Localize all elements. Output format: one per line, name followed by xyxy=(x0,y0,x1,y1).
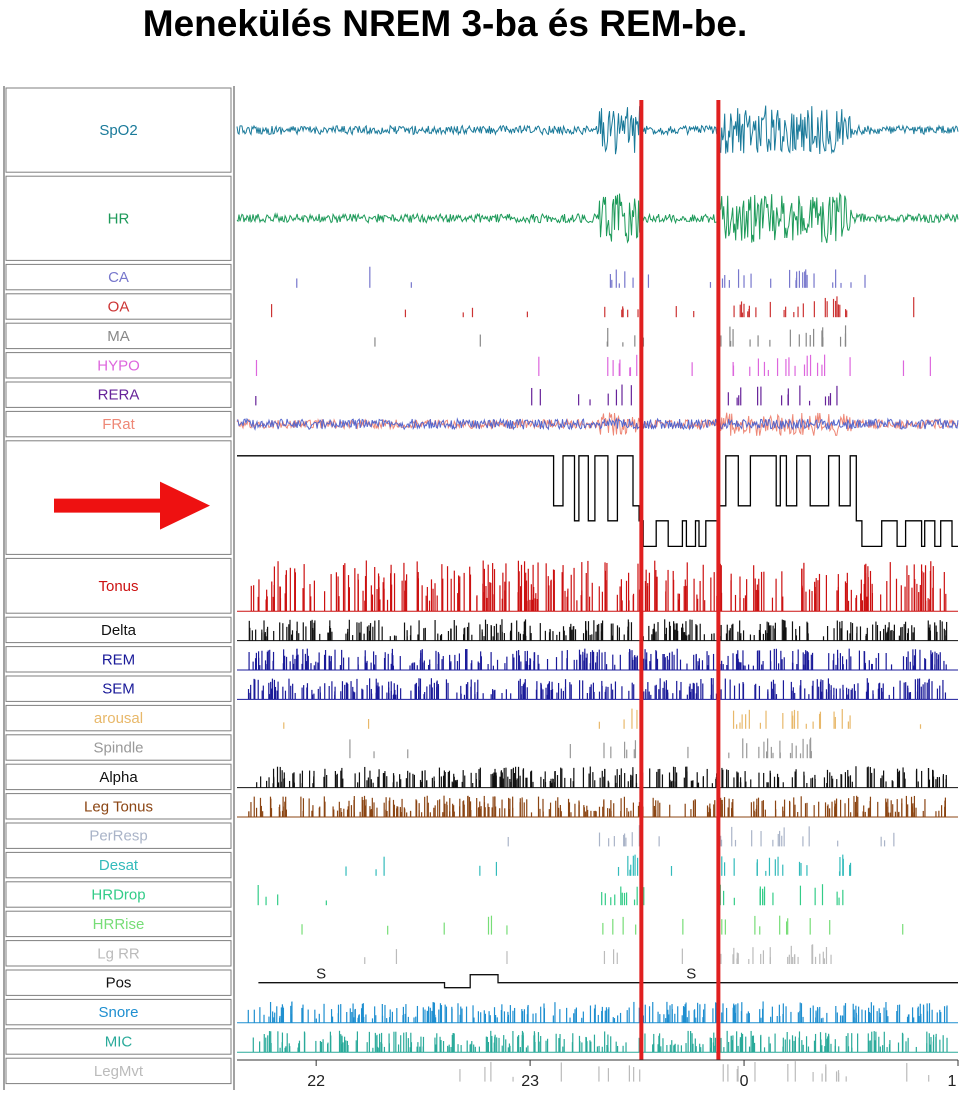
channel-label-lgrr: Lg RR xyxy=(97,945,140,962)
x-tick-label: 23 xyxy=(521,1073,539,1090)
wave-hr xyxy=(236,191,959,244)
x-tick-label: 0 xyxy=(740,1073,749,1090)
channel-label-desat: Desat xyxy=(99,857,139,874)
label-box-hypnogram xyxy=(5,440,232,555)
trace-ma xyxy=(374,325,847,347)
label-box-pos xyxy=(5,969,232,996)
channel-label-spindle: Spindle xyxy=(93,740,143,757)
trace-hr xyxy=(236,191,959,244)
trace-spindle xyxy=(349,736,812,759)
channel-label-pos: Pos xyxy=(106,975,132,992)
position-trace xyxy=(258,974,958,989)
label-box-delta xyxy=(5,616,232,644)
trace-delta xyxy=(237,619,958,642)
channel-label-perresp: PerResp xyxy=(89,828,147,845)
hypnogram-trace xyxy=(237,455,958,548)
channel-label-ma: MA xyxy=(107,328,130,345)
label-box-frat xyxy=(5,410,232,438)
chart-frame xyxy=(3,86,235,1090)
trace-tonus xyxy=(237,560,958,612)
label-box-hrdrop xyxy=(5,881,232,908)
channel-label-tonus: Tonus xyxy=(98,578,138,595)
trace-perresp xyxy=(507,825,895,847)
trace-hypnogram xyxy=(237,455,958,548)
label-box-lgrr xyxy=(5,940,232,967)
channel-label-sem: SEM xyxy=(102,681,135,698)
wave-spo2 xyxy=(236,105,959,155)
channel-label-ca: CA xyxy=(108,269,129,286)
trace-oa xyxy=(270,296,915,318)
label-box-sem xyxy=(5,675,232,702)
channel-label-hypo: HYPO xyxy=(97,357,140,374)
arrow-annotation xyxy=(54,481,210,530)
trace-hrdrop xyxy=(257,884,844,906)
label-box-alpha xyxy=(5,763,232,791)
channel-label-legmvt: LegMvt xyxy=(94,1063,144,1080)
slide-title: Menekülés NREM 3-ba és REM-be. xyxy=(142,3,748,44)
wave-frat xyxy=(236,412,959,436)
channel-label-delta: Delta xyxy=(101,622,137,639)
label-box-mic xyxy=(5,1028,232,1055)
channel-label-spo2: SpO2 xyxy=(99,122,137,139)
trace-arousal xyxy=(283,708,922,729)
vertical-markers xyxy=(639,100,721,1060)
label-box-rem xyxy=(5,646,232,673)
label-box-desat xyxy=(5,851,232,879)
trace-ca xyxy=(296,266,866,288)
trace-rera xyxy=(255,384,838,406)
trace-rem xyxy=(237,648,958,671)
label-box-ma xyxy=(5,322,232,350)
trace-sem xyxy=(237,678,958,700)
red-arrow xyxy=(54,481,210,530)
trace-mic xyxy=(237,1030,958,1053)
channel-label-legtonus: Leg Tonus xyxy=(84,798,153,815)
channel-label-oa: OA xyxy=(108,299,130,316)
position-annotation: S xyxy=(316,966,326,983)
label-box-snore xyxy=(5,998,232,1026)
trace-hrrise xyxy=(301,915,904,935)
label-box-arousal xyxy=(5,704,232,732)
trace-spo2 xyxy=(236,105,959,155)
trace-legtonus xyxy=(237,795,958,818)
label-box-ca xyxy=(5,263,232,291)
label-box-rera xyxy=(5,381,232,408)
label-box-hrrise xyxy=(5,910,232,938)
label-box-tonus xyxy=(5,557,232,614)
trace-snore xyxy=(237,1001,958,1024)
position-annotation: S xyxy=(686,966,696,983)
channel-label-rem: REM xyxy=(102,651,135,668)
label-box-hr xyxy=(5,175,232,261)
channel-label-snore: Snore xyxy=(98,1004,138,1021)
trace-hypo xyxy=(255,354,931,376)
channel-label-alpha: Alpha xyxy=(99,769,138,786)
trace-desat xyxy=(345,854,852,876)
label-box-oa xyxy=(5,293,232,320)
channel-label-arousal: arousal xyxy=(94,710,143,727)
channel-label-mic: MIC xyxy=(105,1034,133,1051)
channel-label-rera: RERA xyxy=(98,387,140,404)
label-box-spo2 xyxy=(5,87,232,173)
trace-legmvt xyxy=(459,1061,930,1082)
label-box-hypo xyxy=(5,352,232,379)
label-box-perresp xyxy=(5,822,232,849)
channel-labels: SpO2 HR CA OA MA HYPO RERA FRat Tonus Delta REM SEM… xyxy=(5,87,232,1085)
channel-label-hrdrop: HRDrop xyxy=(91,887,145,904)
trace-alpha xyxy=(237,766,958,789)
time-axis: 22 23 0 1 xyxy=(237,1059,959,1090)
x-tick-label: 1 xyxy=(948,1073,957,1090)
channel-label-hr: HR xyxy=(108,210,130,227)
channel-label-hrrise: HRRise xyxy=(93,916,145,933)
label-box-spindle xyxy=(5,734,232,761)
label-box-legtonus xyxy=(5,793,232,820)
label-box-legmvt xyxy=(5,1057,232,1085)
trace-frat xyxy=(236,412,959,436)
wave-frat-secondary xyxy=(236,417,959,431)
trace-lgrr xyxy=(364,944,832,964)
x-tick-label: 22 xyxy=(307,1073,325,1090)
channel-label-frat: FRat xyxy=(102,416,135,433)
